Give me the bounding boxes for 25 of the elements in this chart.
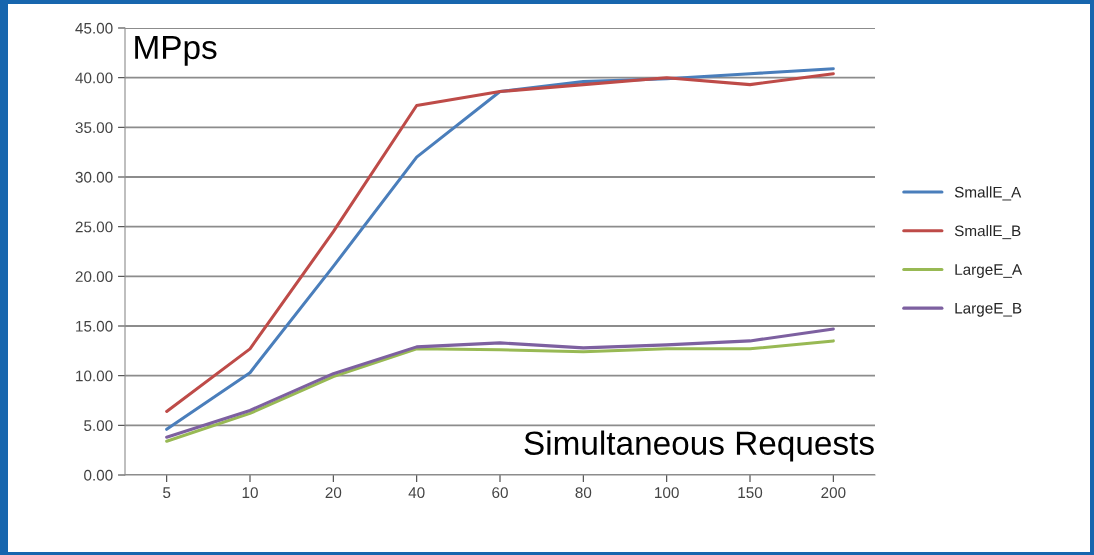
y-tick-label: 25.00 xyxy=(75,221,113,233)
x-axis-title: Simultaneous Requests xyxy=(524,430,874,462)
y-tick-label: 40.00 xyxy=(75,72,113,84)
y-tick-label: 45.00 xyxy=(75,22,113,34)
x-tick-label: 20 xyxy=(325,487,342,499)
y-tick-label: 0.00 xyxy=(84,469,113,481)
y-axis-title: MPps xyxy=(135,35,217,66)
legend-label: SmallE_A xyxy=(954,186,1022,201)
y-tick-label: 5.00 xyxy=(84,420,113,432)
y-tick-label: 35.00 xyxy=(75,122,113,134)
x-tick-label: 40 xyxy=(408,487,425,499)
y-tick-label: 15.00 xyxy=(76,320,113,332)
x-tick-label: 10 xyxy=(242,487,258,499)
x-tick-label: 5 xyxy=(163,487,171,499)
y-tick-label: 20.00 xyxy=(75,271,113,283)
legend-label: LargeE_B xyxy=(955,302,1022,317)
x-tick-label: 100 xyxy=(655,487,679,499)
y-tick-label: 10.00 xyxy=(76,370,113,382)
legend-label: LargeE_A xyxy=(955,264,1023,278)
x-tick-label: 150 xyxy=(738,487,763,499)
x-tick-label: 80 xyxy=(575,487,592,499)
legend-label: SmallE_B xyxy=(954,225,1021,240)
x-tick-label: 200 xyxy=(821,487,846,499)
y-tick-label: 30.00 xyxy=(75,171,113,183)
x-tick-label: 60 xyxy=(492,487,508,499)
